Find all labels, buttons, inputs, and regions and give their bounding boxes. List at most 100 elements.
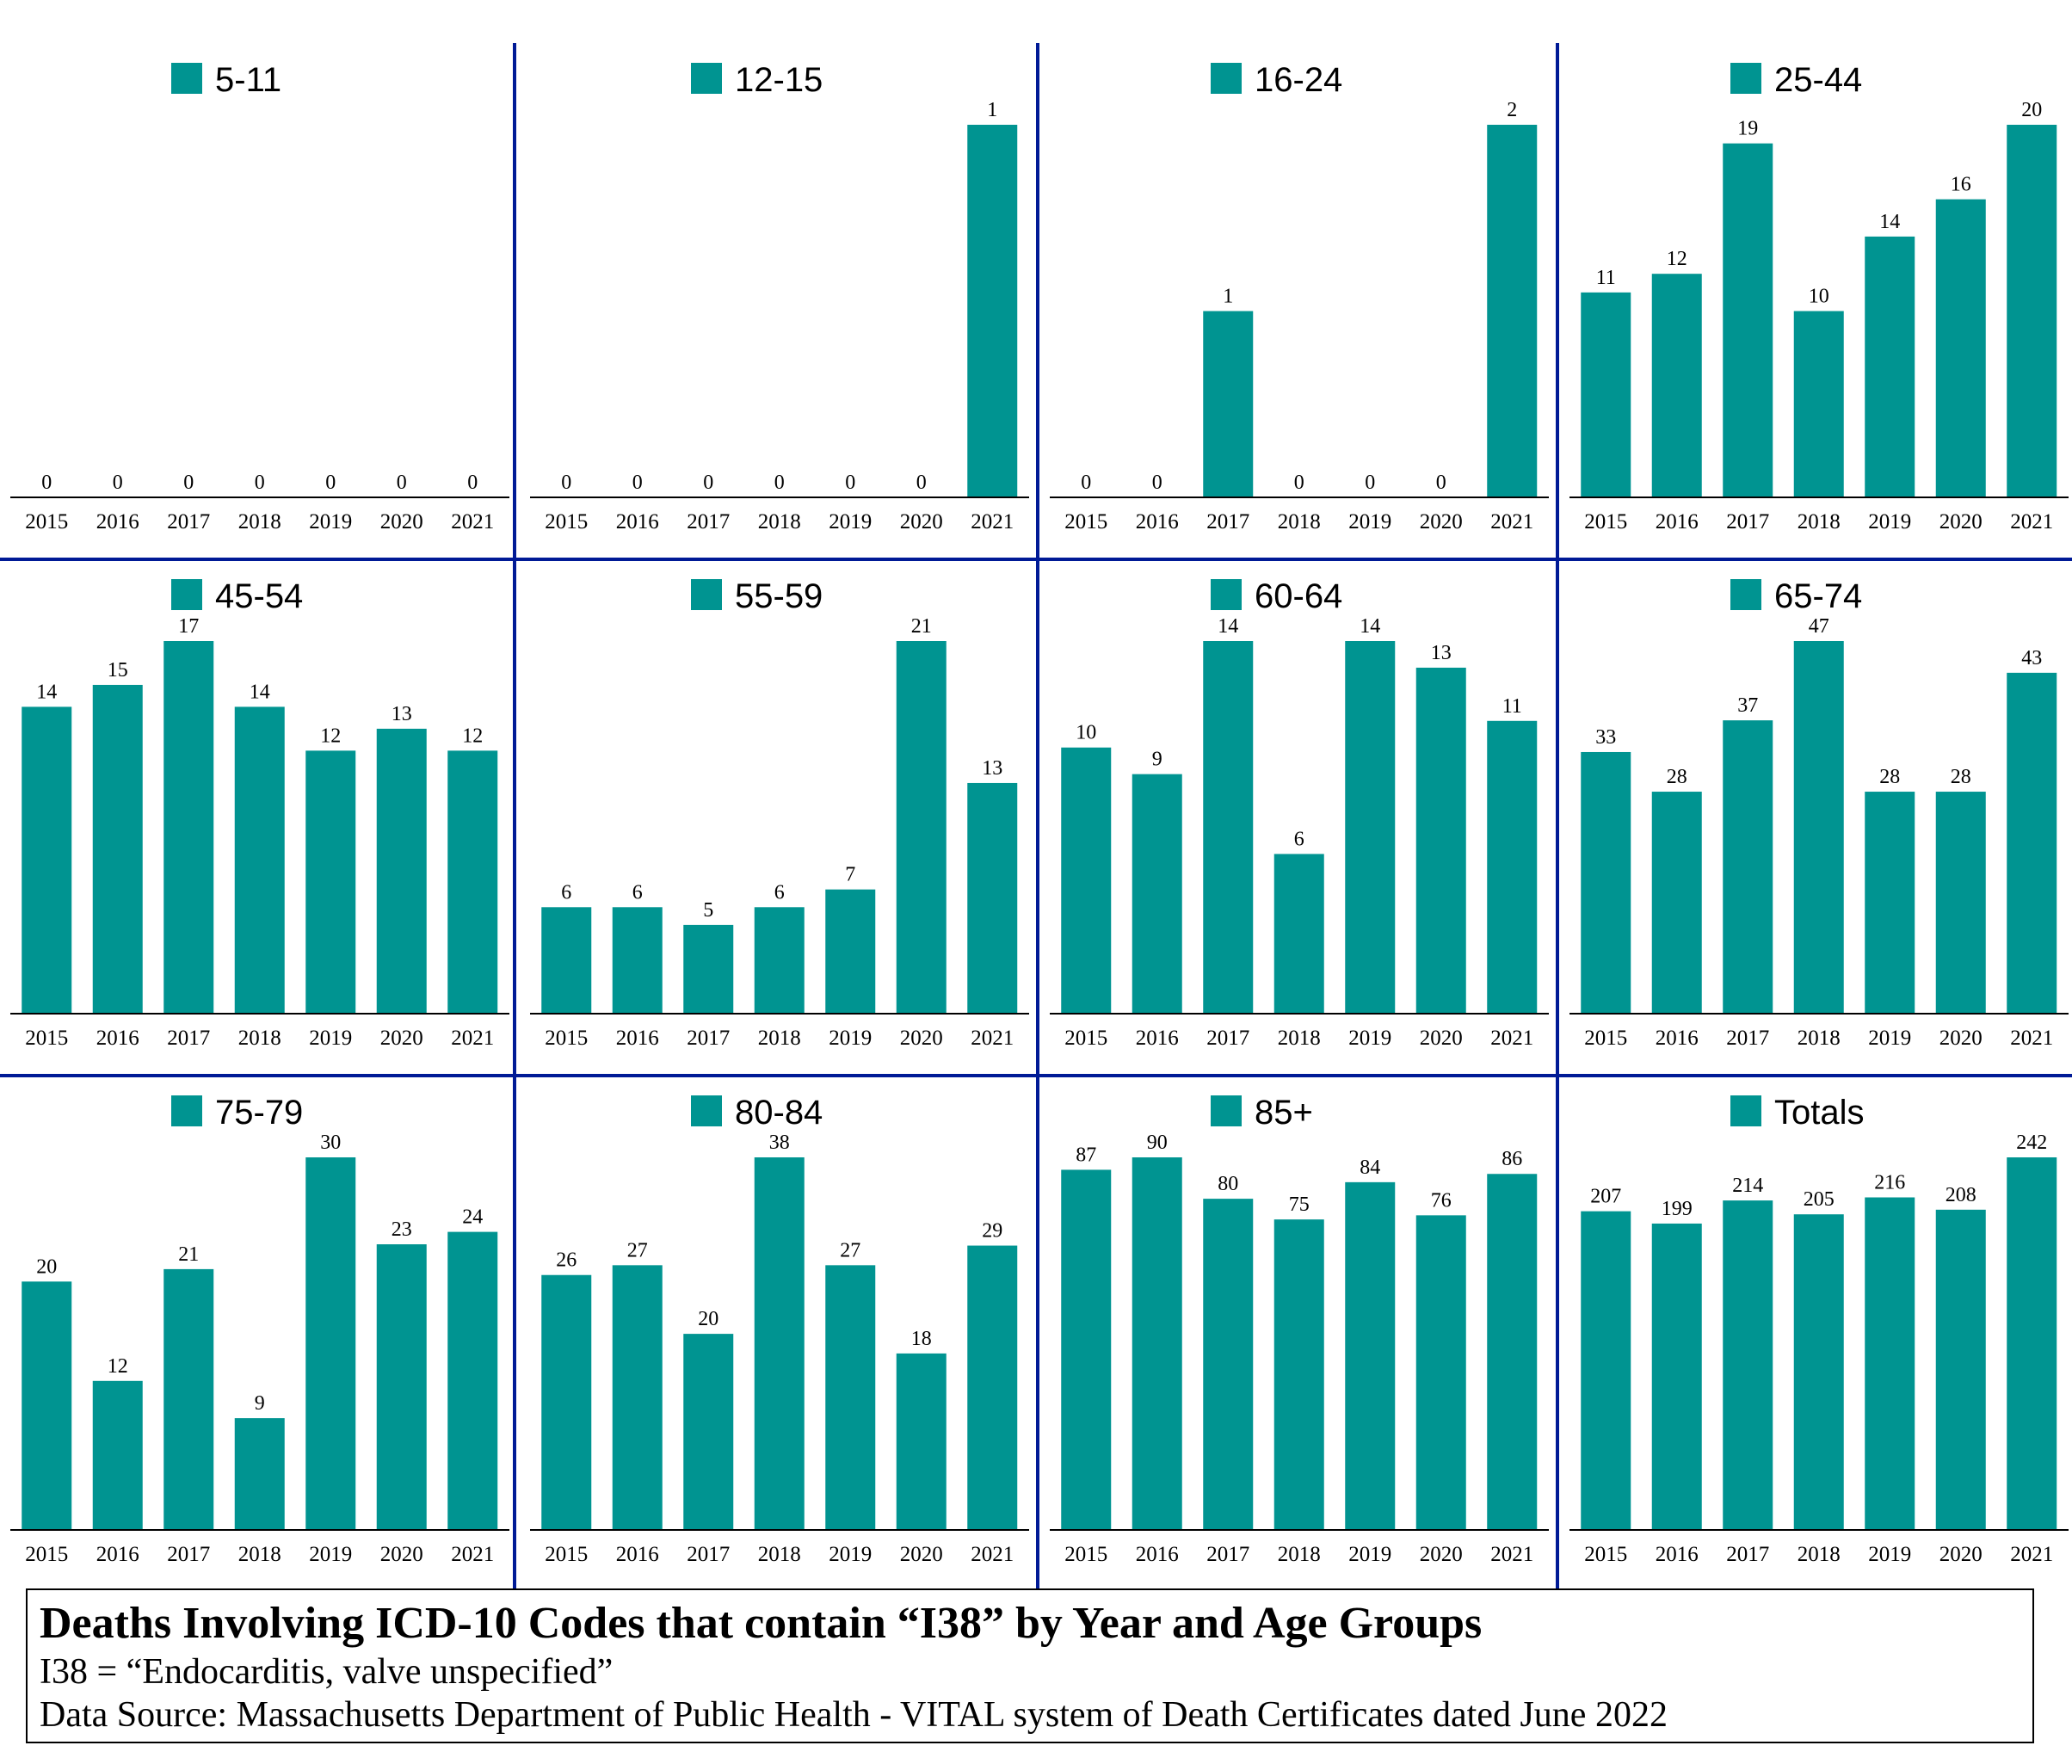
bar-2020 bbox=[376, 1244, 427, 1530]
legend-label: 25-44 bbox=[1774, 61, 1862, 99]
bar-2020 bbox=[896, 641, 947, 1014]
tick-label: 2020 bbox=[380, 510, 423, 534]
bar-2015 bbox=[1061, 747, 1112, 1014]
chart-panel-65-74: 65-74 33 2015 28 2016 37 2017 47 2018 28 2019 28 202… bbox=[1569, 577, 2069, 1050]
tick-label: 2015 bbox=[25, 1543, 68, 1566]
data-label: 15 bbox=[108, 659, 128, 682]
tick-label: 2015 bbox=[1584, 1543, 1627, 1566]
data-label: 18 bbox=[911, 1328, 932, 1350]
bar-2020 bbox=[376, 728, 427, 1014]
bar-2017 bbox=[683, 1334, 734, 1530]
chart-panel-16-24: 16-24 0 2015 0 2016 1 2017 0 2018 0 2019 0 2020 2 2021 bbox=[1050, 61, 1549, 534]
tick-label: 2018 bbox=[1798, 1543, 1841, 1566]
data-label: 12 bbox=[1667, 248, 1687, 270]
legend-swatch bbox=[171, 579, 202, 610]
data-label: 7 bbox=[845, 864, 855, 886]
bar-2017 bbox=[683, 924, 734, 1014]
data-label: 80 bbox=[1218, 1173, 1238, 1195]
chart-panel-85+: 85+ 87 2015 90 2016 80 2017 75 2018 84 2019 76 2020 8… bbox=[1050, 1094, 1549, 1566]
bar-2019 bbox=[1345, 1181, 1396, 1530]
tick-label: 2020 bbox=[1420, 510, 1463, 534]
data-label: 12 bbox=[462, 725, 483, 747]
data-label: 0 bbox=[183, 472, 194, 494]
data-label: 10 bbox=[1076, 722, 1096, 744]
tick-label: 2021 bbox=[1490, 1027, 1533, 1050]
chart-panel-Totals: Totals 207 2015 199 2016 214 2017 205 2018 216 201… bbox=[1569, 1094, 2069, 1566]
bar-2021 bbox=[1487, 1174, 1538, 1530]
data-label: 43 bbox=[2021, 647, 2042, 669]
tick-label: 2018 bbox=[238, 1027, 281, 1050]
data-label: 2 bbox=[1507, 99, 1517, 121]
bar-2019 bbox=[305, 750, 356, 1014]
data-label: 0 bbox=[1436, 472, 1446, 494]
tick-label: 2015 bbox=[1584, 1027, 1627, 1050]
bar-2021 bbox=[447, 750, 498, 1014]
bar-2017 bbox=[1203, 641, 1254, 1014]
data-label: 199 bbox=[1662, 1198, 1693, 1220]
bar-2018 bbox=[1793, 311, 1844, 497]
caption-box: Deaths Involving ICD-10 Codes that conta… bbox=[26, 1588, 2034, 1743]
legend-swatch bbox=[691, 1095, 722, 1126]
bar-2018 bbox=[754, 1157, 805, 1530]
bar-2021 bbox=[2007, 672, 2057, 1014]
tick-label: 2015 bbox=[545, 1543, 588, 1566]
data-label: 14 bbox=[1879, 211, 1900, 233]
chart-panel-25-44: 25-4411201512201619201710201814201916202… bbox=[1569, 61, 2069, 534]
bar-2016 bbox=[92, 1380, 143, 1530]
tick-label: 2016 bbox=[1136, 510, 1179, 534]
bar-2017 bbox=[1723, 1200, 1773, 1530]
tick-label: 2017 bbox=[167, 1543, 210, 1566]
legend-label: 85+ bbox=[1255, 1094, 1313, 1132]
bar-2020 bbox=[1415, 667, 1466, 1014]
chart-panel-55-59: 55-59 6 2015 6 2016 5 2017 6 2018 7 2019 21 2020 13 20… bbox=[530, 577, 1029, 1050]
tick-label: 2017 bbox=[1206, 1027, 1249, 1050]
data-label: 6 bbox=[561, 881, 571, 904]
tick-label: 2018 bbox=[1278, 510, 1321, 534]
data-label: 13 bbox=[982, 757, 1002, 780]
tick-label: 2015 bbox=[25, 1027, 68, 1050]
bar-2017 bbox=[1203, 1199, 1254, 1530]
bar-2021 bbox=[2007, 1157, 2057, 1530]
tick-label: 2021 bbox=[971, 1543, 1014, 1566]
tick-label: 2019 bbox=[1868, 510, 1911, 534]
data-label: 17 bbox=[178, 615, 199, 638]
caption-title: Deaths Involving ICD-10 Codes that conta… bbox=[40, 1599, 1483, 1648]
data-label: 14 bbox=[250, 681, 270, 703]
tick-label: 2016 bbox=[1656, 1027, 1699, 1050]
age-group-charts-grid: 5-11020150201602017020180201902020020211… bbox=[0, 43, 2072, 1588]
data-label: 0 bbox=[845, 472, 855, 494]
bar-2016 bbox=[612, 1265, 663, 1530]
bar-2017 bbox=[1203, 311, 1254, 497]
data-label: 76 bbox=[1431, 1189, 1452, 1212]
data-label: 14 bbox=[1218, 615, 1238, 638]
bar-2015 bbox=[541, 1274, 592, 1530]
data-label: 0 bbox=[1294, 472, 1304, 494]
bar-2016 bbox=[1651, 792, 1702, 1014]
tick-label: 2016 bbox=[1136, 1027, 1179, 1050]
bar-2019 bbox=[1865, 1197, 1915, 1530]
chart-panel-5-11: 5-11 0 2015 0 2016 0 2017 0 2018 0 2019 0 2020 0 2021 bbox=[10, 61, 509, 534]
data-label: 21 bbox=[911, 615, 932, 638]
data-label: 47 bbox=[1809, 615, 1829, 638]
data-label: 0 bbox=[774, 472, 785, 494]
tick-label: 2018 bbox=[238, 510, 281, 534]
tick-label: 2018 bbox=[758, 510, 801, 534]
bar-2018 bbox=[1793, 641, 1844, 1014]
tick-label: 2017 bbox=[1726, 1027, 1769, 1050]
data-label: 19 bbox=[1737, 118, 1758, 140]
data-label: 6 bbox=[632, 881, 643, 904]
tick-label: 2016 bbox=[616, 1543, 659, 1566]
data-label: 38 bbox=[769, 1132, 790, 1154]
tick-label: 2016 bbox=[96, 1543, 139, 1566]
legend-swatch bbox=[691, 579, 722, 610]
data-label: 28 bbox=[1951, 766, 1971, 788]
tick-label: 2017 bbox=[687, 1027, 730, 1050]
legend-swatch bbox=[171, 1095, 202, 1126]
data-label: 1 bbox=[1223, 286, 1233, 308]
tick-label: 2017 bbox=[1726, 510, 1769, 534]
tick-label: 2020 bbox=[1939, 1027, 1983, 1050]
tick-label: 2019 bbox=[1348, 1543, 1391, 1566]
data-label: 207 bbox=[1590, 1186, 1621, 1208]
data-label: 0 bbox=[397, 472, 407, 494]
bar-2019 bbox=[1345, 641, 1396, 1014]
